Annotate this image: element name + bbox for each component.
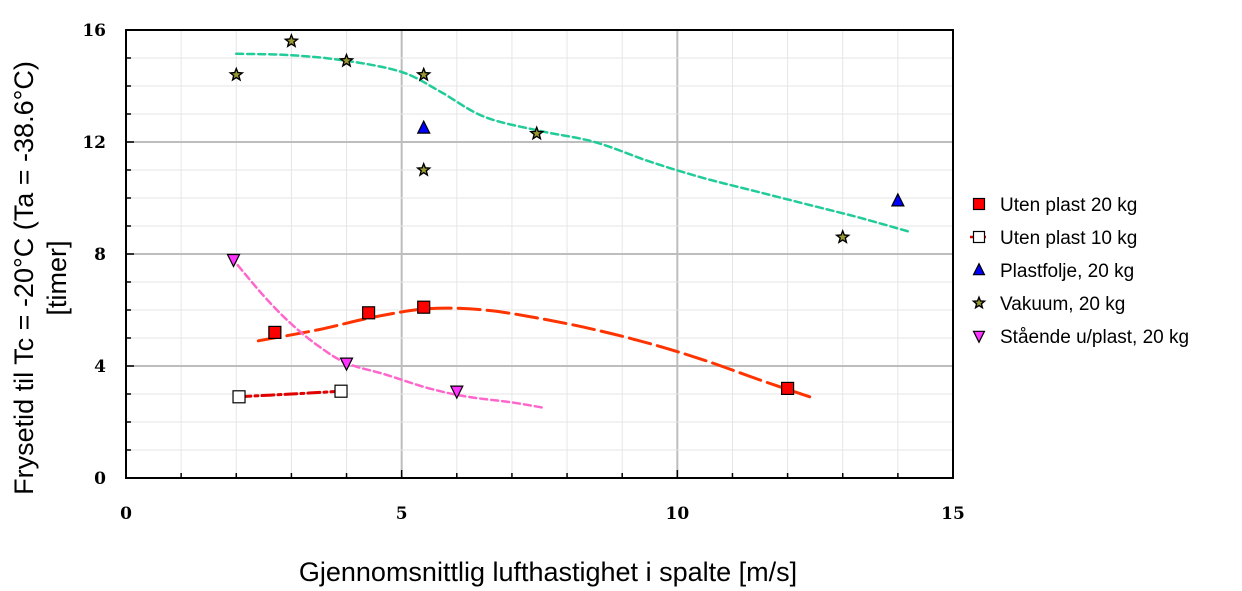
data-point xyxy=(232,390,246,404)
legend-item: Uten plast 10 kg xyxy=(970,228,1137,249)
legend-marker xyxy=(972,197,986,211)
legend-label: Uten plast 10 kg xyxy=(1000,228,1137,249)
legend-label: Stående u/plast, 20 kg xyxy=(1000,327,1189,348)
legend-marker xyxy=(972,330,986,344)
trend-line xyxy=(237,389,343,399)
legend: Uten plast 20 kg Uten plast 10 kg Plastfol… xyxy=(970,195,1189,348)
legend-label: Vakuum, 20 kg xyxy=(1000,294,1125,315)
legend-label: Plastfolje, 20 kg xyxy=(1000,261,1134,282)
x-tick-label: 5 xyxy=(396,504,408,524)
data-point xyxy=(226,253,241,268)
data-point xyxy=(417,300,431,314)
data-point xyxy=(268,325,282,339)
y-tick-label: 4 xyxy=(94,357,106,377)
y-tick-label: 12 xyxy=(82,133,106,153)
legend-marker xyxy=(971,295,987,310)
data-point xyxy=(528,125,545,141)
trend-line xyxy=(229,255,547,410)
legend-item: Stående u/plast, 20 kg xyxy=(972,327,1189,348)
legend-label: Uten plast 20 kg xyxy=(1000,195,1137,216)
trend-line xyxy=(256,306,812,399)
y-tick-label: 0 xyxy=(94,469,106,489)
data-points xyxy=(226,32,905,404)
x-axis-title: Gjennomsnittlig lufthastighet i spalte [… xyxy=(299,557,797,587)
legend-item: Plastfolje, 20 kg xyxy=(972,261,1134,282)
data-point xyxy=(334,384,348,398)
y-axis-title: Frysetid til Tc = -20°C (Ta = -38.6°C) [… xyxy=(9,61,72,495)
y-axis-title-line-1: Frysetid til Tc = -20°C (Ta = -38.6°C) xyxy=(9,61,39,495)
data-point xyxy=(890,192,905,207)
axis-ticks: 0 5 10 15 0 4 8 12 16 xyxy=(82,21,965,524)
data-point xyxy=(415,66,432,82)
x-tick-label: 15 xyxy=(941,504,965,524)
data-point xyxy=(339,357,354,372)
legend-marker xyxy=(972,262,986,276)
trend-lines xyxy=(229,52,911,410)
y-axis-title-line-2: [timer] xyxy=(42,240,72,315)
grid xyxy=(126,30,953,478)
legend-marker xyxy=(972,230,986,244)
data-point xyxy=(834,228,851,244)
data-point xyxy=(228,66,245,82)
data-point xyxy=(416,119,431,134)
data-point xyxy=(361,306,376,320)
trend-line xyxy=(235,52,911,233)
x-tick-label: 0 xyxy=(120,504,132,524)
legend-item: Vakuum, 20 kg xyxy=(971,294,1125,315)
data-point xyxy=(283,32,300,48)
legend-item: Uten plast 20 kg xyxy=(972,195,1137,216)
data-point xyxy=(338,52,355,68)
data-point xyxy=(780,381,795,395)
data-point xyxy=(415,161,432,177)
y-tick-label: 16 xyxy=(82,21,106,41)
data-point xyxy=(449,385,464,400)
y-tick-label: 8 xyxy=(94,245,106,265)
x-tick-label: 10 xyxy=(665,504,689,524)
